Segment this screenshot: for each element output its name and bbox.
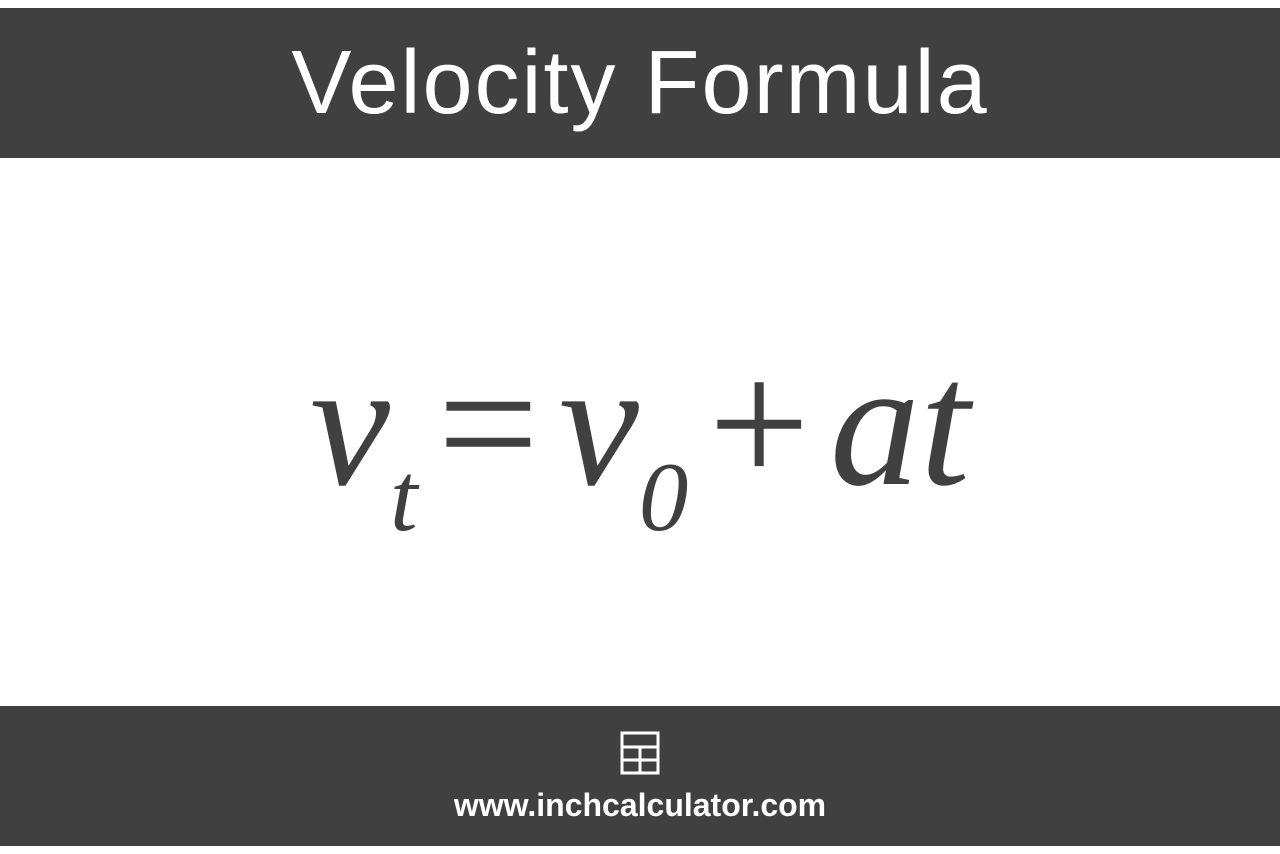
equals-operator: =	[417, 324, 559, 523]
header-bar: Velocity Formula	[0, 8, 1280, 158]
subscript-0: 0	[639, 443, 689, 552]
variable-t: t	[920, 324, 970, 523]
website-url: www.inchcalculator.com	[454, 787, 826, 824]
variable-v1: v	[310, 324, 390, 523]
variable-a: a	[830, 324, 920, 523]
plus-operator: +	[688, 324, 830, 523]
subscript-t: t	[390, 443, 418, 552]
formula-container: vt=v0+at	[0, 158, 1280, 706]
calculator-icon	[616, 729, 664, 777]
page-title: Velocity Formula	[291, 32, 988, 135]
variable-v2: v	[559, 324, 639, 523]
footer-bar: www.inchcalculator.com	[0, 706, 1280, 846]
velocity-formula: vt=v0+at	[310, 320, 970, 545]
